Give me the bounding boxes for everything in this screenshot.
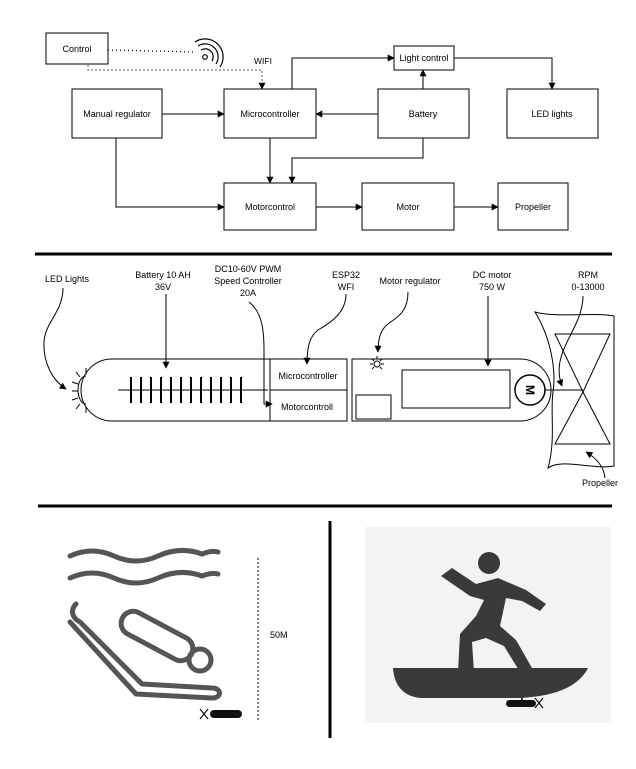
wifi-label: WIFI bbox=[254, 56, 272, 66]
motorcontrol-label: Motorcontrol bbox=[245, 202, 295, 212]
control-box: Control bbox=[45, 32, 109, 65]
motor-regulator-callout: Motor regulator bbox=[379, 276, 440, 286]
motor-letter: M bbox=[523, 385, 537, 395]
surfboard-icon bbox=[393, 668, 588, 698]
rpm-line1: RPM bbox=[578, 270, 598, 280]
surfer-icon bbox=[441, 552, 546, 672]
board-drawing: LED Lights Battery 10 AH 36V DC10-60V PW… bbox=[43, 264, 618, 488]
esp32-line2: WFI bbox=[338, 282, 355, 292]
battery-spec-line2: 36V bbox=[155, 282, 171, 292]
led-lights-label: LED lights bbox=[531, 109, 573, 119]
depth-label: 50M bbox=[270, 630, 288, 640]
motor-regulator-module bbox=[355, 394, 392, 420]
block-diagram-connections bbox=[87, 49, 556, 211]
motor-regulator-light-icon bbox=[370, 356, 384, 370]
board-body: Microcontroller Motorcontroll M bbox=[80, 358, 583, 422]
led-light-icon bbox=[71, 368, 87, 413]
microcontroller-to-lightcontrol-arrow bbox=[291, 54, 395, 89]
propeller-blade-top bbox=[554, 333, 611, 394]
dc-motor-line2: 750 W bbox=[479, 282, 506, 292]
esp32-line1: ESP32 bbox=[332, 270, 360, 280]
motorcontrol-box: Motorcontrol bbox=[223, 182, 317, 231]
manual-regulator-label: Manual regulator bbox=[83, 109, 151, 119]
motor-label: Motor bbox=[396, 202, 419, 212]
light-control-label: Light control bbox=[399, 53, 448, 63]
microcontroller-label: Microcontroller bbox=[240, 109, 299, 119]
battery-cells bbox=[118, 377, 268, 403]
propeller-blade-bottom bbox=[554, 390, 611, 445]
control-to-microcontroller-dashed bbox=[87, 65, 266, 90]
battery-to-motorcontrol-arrow bbox=[288, 138, 424, 184]
light-control-box: Light control bbox=[393, 45, 455, 71]
rpm-line2: 0-13000 bbox=[571, 282, 604, 292]
callout-arrows bbox=[43, 287, 606, 479]
surfer-panel bbox=[365, 527, 611, 723]
battery-spec-line1: Battery 10 AH bbox=[135, 270, 191, 280]
battery-box: Battery bbox=[377, 88, 470, 139]
lightcontrol-to-led-arrow bbox=[454, 57, 556, 90]
battery-label: Battery bbox=[409, 109, 438, 119]
wifi-link-dotted bbox=[107, 49, 197, 53]
led-lights-callout: LED Lights bbox=[45, 274, 90, 284]
manual-regulator-box: Manual regulator bbox=[71, 88, 163, 139]
diver-panel: 50M bbox=[67, 548, 288, 720]
control-label: Control bbox=[62, 44, 91, 54]
board-microcontroller-label: Microcontroller bbox=[278, 371, 337, 381]
speed-controller-line2: Speed Controller bbox=[214, 276, 282, 286]
diver-icon bbox=[67, 601, 222, 701]
surfer-scooter-icon bbox=[506, 697, 544, 709]
speed-controller-line1: DC10-60V PWM bbox=[215, 264, 282, 274]
block-diagram: WIFI Control Light control Manual regula… bbox=[45, 32, 599, 231]
motor-housing bbox=[401, 369, 511, 409]
propeller-box: Propeller bbox=[497, 182, 569, 231]
wifi-icon bbox=[194, 38, 224, 68]
microcontroller-box: Microcontroller bbox=[223, 88, 317, 139]
speed-controller-line3: 20A bbox=[240, 288, 256, 298]
led-lights-box: LED lights bbox=[506, 88, 599, 139]
diver-scooter-icon bbox=[199, 708, 242, 720]
manual-to-motorcontrol-arrow bbox=[115, 138, 225, 211]
dc-motor-line1: DC motor bbox=[473, 270, 512, 280]
wave-icon bbox=[67, 548, 221, 586]
motor-box: Motor bbox=[361, 182, 455, 231]
board-motorcontroll-label: Motorcontroll bbox=[281, 402, 333, 412]
propeller-callout: Propeller bbox=[582, 478, 618, 488]
propeller-label: Propeller bbox=[515, 202, 551, 212]
